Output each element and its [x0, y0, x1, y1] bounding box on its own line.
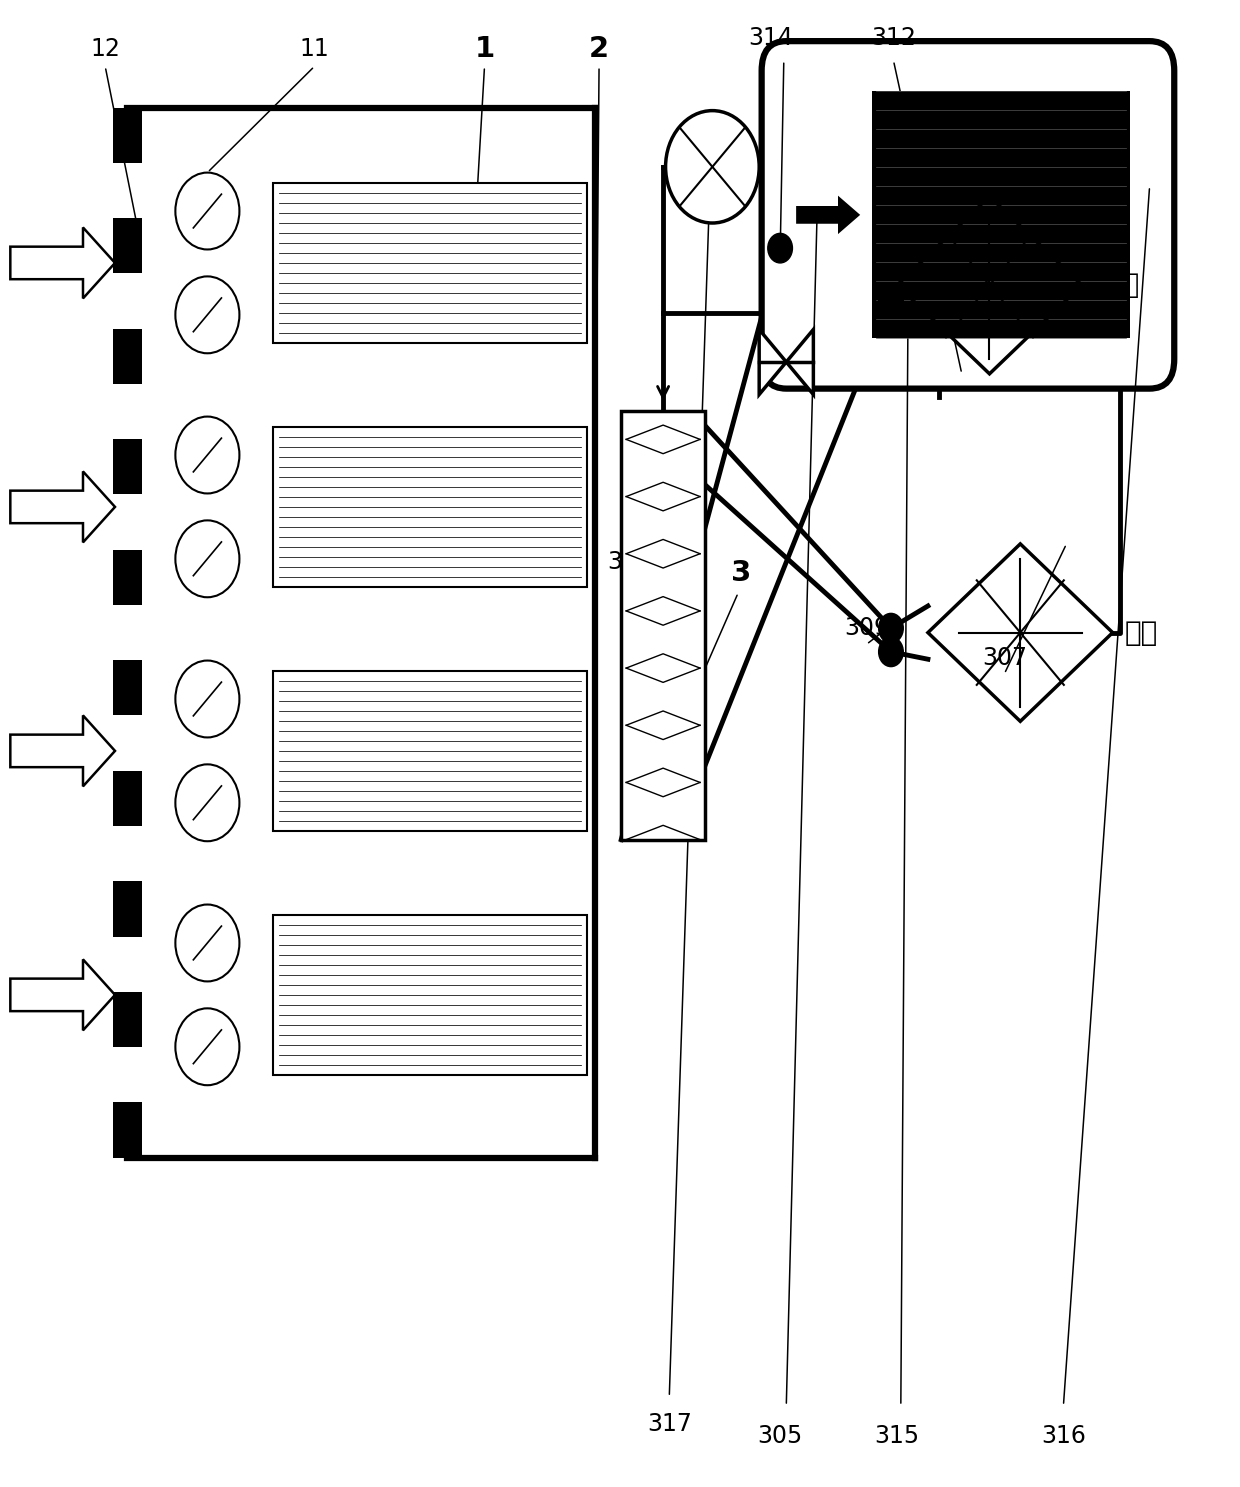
Text: 314: 314 [748, 27, 792, 51]
Circle shape [879, 613, 903, 642]
FancyArrow shape [10, 471, 115, 543]
Bar [113, 1102, 143, 1157]
Text: 室外: 室外 [1106, 271, 1140, 299]
Text: 317: 317 [647, 1411, 692, 1435]
Circle shape [879, 286, 903, 315]
Text: 12: 12 [91, 37, 120, 61]
Circle shape [879, 636, 903, 666]
Bar [113, 770, 143, 825]
FancyBboxPatch shape [761, 42, 1174, 388]
Text: 312: 312 [870, 27, 916, 51]
Bar [273, 671, 587, 831]
Bar [113, 550, 143, 605]
Polygon shape [759, 330, 786, 394]
Text: 1: 1 [475, 34, 495, 62]
Text: 301: 301 [608, 550, 652, 574]
Bar [113, 219, 143, 274]
Bar [113, 992, 143, 1047]
Bar [273, 427, 587, 587]
Text: 309: 309 [844, 616, 889, 641]
Text: 316: 316 [1040, 1423, 1086, 1447]
Text: 11: 11 [300, 37, 330, 61]
Text: 305: 305 [758, 1423, 802, 1447]
FancyArrow shape [10, 959, 115, 1030]
Text: 315: 315 [874, 1423, 920, 1447]
Bar [621, 410, 706, 840]
Bar [873, 91, 1130, 339]
Polygon shape [786, 330, 813, 394]
Bar [113, 660, 143, 715]
Circle shape [666, 110, 759, 223]
Text: 室内: 室内 [1125, 619, 1158, 647]
Text: 307: 307 [982, 645, 1027, 669]
Bar [113, 329, 143, 384]
Text: 3: 3 [730, 559, 751, 587]
Bar [113, 107, 143, 164]
FancyArrow shape [796, 196, 861, 233]
Bar [273, 915, 587, 1075]
Text: 2: 2 [589, 34, 609, 62]
Circle shape [768, 233, 792, 263]
Bar [273, 183, 587, 343]
Bar [113, 882, 143, 937]
FancyArrow shape [10, 715, 115, 787]
FancyArrow shape [10, 228, 115, 299]
Bar [113, 439, 143, 495]
